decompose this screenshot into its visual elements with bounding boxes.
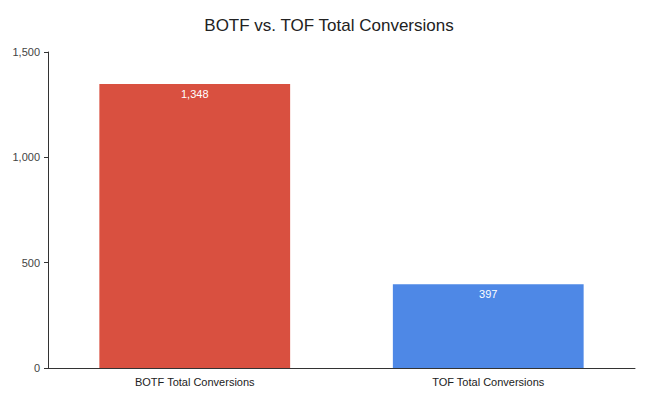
svg-text:397: 397: [479, 288, 497, 300]
svg-text:500: 500: [22, 257, 40, 269]
svg-text:BOTF Total Conversions: BOTF Total Conversions: [135, 376, 255, 388]
svg-text:1,348: 1,348: [181, 88, 209, 100]
svg-text:BOTF vs. TOF Total Conversions: BOTF vs. TOF Total Conversions: [204, 16, 453, 35]
svg-text:1,000: 1,000: [12, 151, 40, 163]
svg-text:1,500: 1,500: [12, 46, 40, 58]
svg-text:TOF Total Conversions: TOF Total Conversions: [432, 376, 545, 388]
svg-text:0: 0: [34, 362, 40, 374]
